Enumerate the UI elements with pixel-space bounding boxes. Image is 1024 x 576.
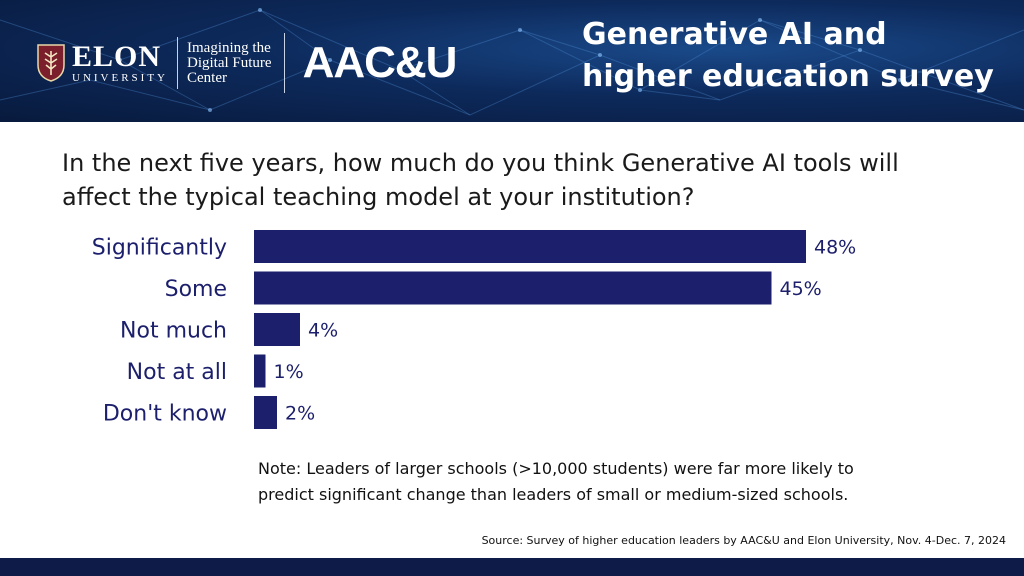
elon-subtitle: UNIVERSITY (72, 72, 168, 84)
source-text: Source: Survey of higher education leade… (481, 534, 1006, 547)
category-label: Not much (120, 319, 227, 344)
data-label: 45% (780, 278, 822, 300)
aacu-logo: AAC&U (302, 38, 458, 87)
banner-title-line: higher education survey (582, 59, 994, 94)
category-label: Not at all (127, 360, 227, 385)
idfc-line: Center (187, 69, 227, 86)
bar (254, 230, 806, 263)
bar (254, 354, 266, 388)
banner-title: Generative AI and higher education surve… (582, 14, 994, 98)
data-label: 48% (814, 237, 856, 259)
bar (254, 396, 277, 429)
data-label: 1% (274, 361, 304, 383)
bar (254, 271, 772, 305)
question-line: In the next five years, how much do you … (62, 149, 899, 177)
idfc-logo-text: Imagining the Digital Future Center (187, 39, 272, 86)
idfc-line: Digital Future (187, 54, 272, 71)
elon-logo-text: ELON UNIVERSITY (72, 40, 168, 85)
banner-title-line: Generative AI and (582, 17, 887, 52)
logo-group: ELON UNIVERSITY Imagining the Digital Fu… (36, 33, 458, 93)
data-label: 2% (285, 403, 315, 425)
footer-bar (0, 558, 1024, 576)
elon-wordmark: ELON (72, 40, 162, 73)
logo-divider (283, 33, 285, 93)
bar (254, 313, 300, 346)
chart-note: Note: Leaders of larger schools (>10,000… (258, 456, 978, 508)
data-label: 4% (308, 320, 338, 342)
network-background (0, 8, 1024, 116)
chart-question: In the next five years, how much do you … (62, 146, 982, 214)
logo-divider (177, 37, 178, 89)
elon-shield-icon (37, 44, 65, 82)
note-line: predict significant change than leaders … (258, 485, 849, 504)
category-label: Don't know (103, 402, 227, 427)
bar-chart: Significantly 48% Some 45% Not much 4% Not at … (92, 230, 856, 429)
category-label: Significantly (92, 236, 227, 261)
category-label: Some (165, 277, 227, 302)
idfc-line: Imagining the (187, 39, 271, 56)
header-banner: ELON UNIVERSITY Imagining the Digital Fu… (0, 0, 1024, 122)
question-line: affect the typical teaching model at you… (62, 183, 695, 211)
note-line: Note: Leaders of larger schools (>10,000… (258, 459, 854, 478)
